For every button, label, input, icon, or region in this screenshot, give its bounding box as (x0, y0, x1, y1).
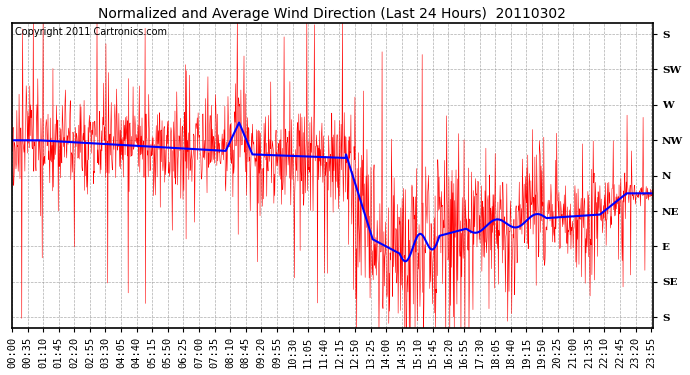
Title: Normalized and Average Wind Direction (Last 24 Hours)  20110302: Normalized and Average Wind Direction (L… (99, 7, 566, 21)
Text: Copyright 2011 Cartronics.com: Copyright 2011 Cartronics.com (15, 27, 167, 36)
